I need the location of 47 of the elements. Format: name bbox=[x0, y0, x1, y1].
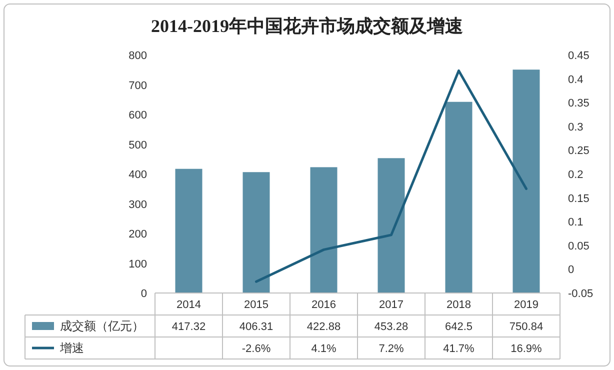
data-label: 417.32 bbox=[172, 321, 206, 333]
y2-tick-label: 0.25 bbox=[568, 145, 590, 158]
x-tick-label: 2018 bbox=[446, 299, 471, 311]
y-tick-label: 400 bbox=[128, 169, 147, 181]
line-series bbox=[255, 69, 528, 283]
x-tick-label: 2017 bbox=[379, 299, 404, 311]
legend-label: 增速 bbox=[59, 341, 84, 355]
y2-tick-label: 0.15 bbox=[568, 192, 590, 205]
data-label: 4.1% bbox=[311, 343, 336, 355]
y-tick-label: 700 bbox=[128, 80, 147, 92]
x-tick-label: 2014 bbox=[176, 299, 201, 311]
y-tick-label: 600 bbox=[128, 110, 147, 122]
y-tick-label: 500 bbox=[128, 139, 147, 152]
y2-tick-label: 0.45 bbox=[568, 50, 590, 62]
data-label: 642.5 bbox=[444, 321, 473, 333]
bar bbox=[175, 168, 202, 293]
y2-tick-label: 0.35 bbox=[568, 98, 590, 110]
x-tick-label: 2016 bbox=[312, 299, 336, 311]
chart-title: 2014-2019年中国花卉市场成交额及增速 bbox=[151, 16, 463, 36]
data-label: 453.28 bbox=[374, 321, 408, 333]
data-label: -2.6% bbox=[242, 343, 271, 355]
y2-tick-label: 0.3 bbox=[568, 121, 584, 134]
x-tick-label: 2015 bbox=[244, 299, 268, 311]
y2-tick-label: 0 bbox=[568, 264, 574, 276]
y-tick-label: 200 bbox=[128, 228, 147, 240]
bar bbox=[512, 70, 540, 293]
data-label: 41.7% bbox=[443, 343, 475, 355]
data-label: 750.84 bbox=[509, 321, 544, 333]
data-label: 406.31 bbox=[239, 321, 274, 333]
y2-tick-label: 0.05 bbox=[568, 240, 590, 252]
y2-tick-label: 0.4 bbox=[568, 74, 584, 86]
y-tick-label: 100 bbox=[128, 258, 147, 270]
y-tick-label: 800 bbox=[128, 50, 147, 62]
bar bbox=[310, 167, 338, 293]
data-label: 422.88 bbox=[306, 321, 341, 333]
bar bbox=[242, 172, 270, 293]
y2-tick-label: -0.05 bbox=[568, 288, 594, 300]
bar bbox=[378, 158, 405, 293]
bar bbox=[445, 102, 472, 293]
y2-tick-label: 0.1 bbox=[568, 216, 584, 229]
legend-label: 成交额（亿元） bbox=[60, 319, 144, 333]
data-label: 7.2% bbox=[378, 343, 404, 355]
y-tick-label: 0 bbox=[140, 288, 147, 300]
y2-tick-label: 0.2 bbox=[568, 169, 584, 181]
x-tick-label: 2019 bbox=[514, 299, 538, 311]
y-tick-label: 300 bbox=[128, 198, 147, 211]
data-label: 16.9% bbox=[510, 343, 542, 355]
